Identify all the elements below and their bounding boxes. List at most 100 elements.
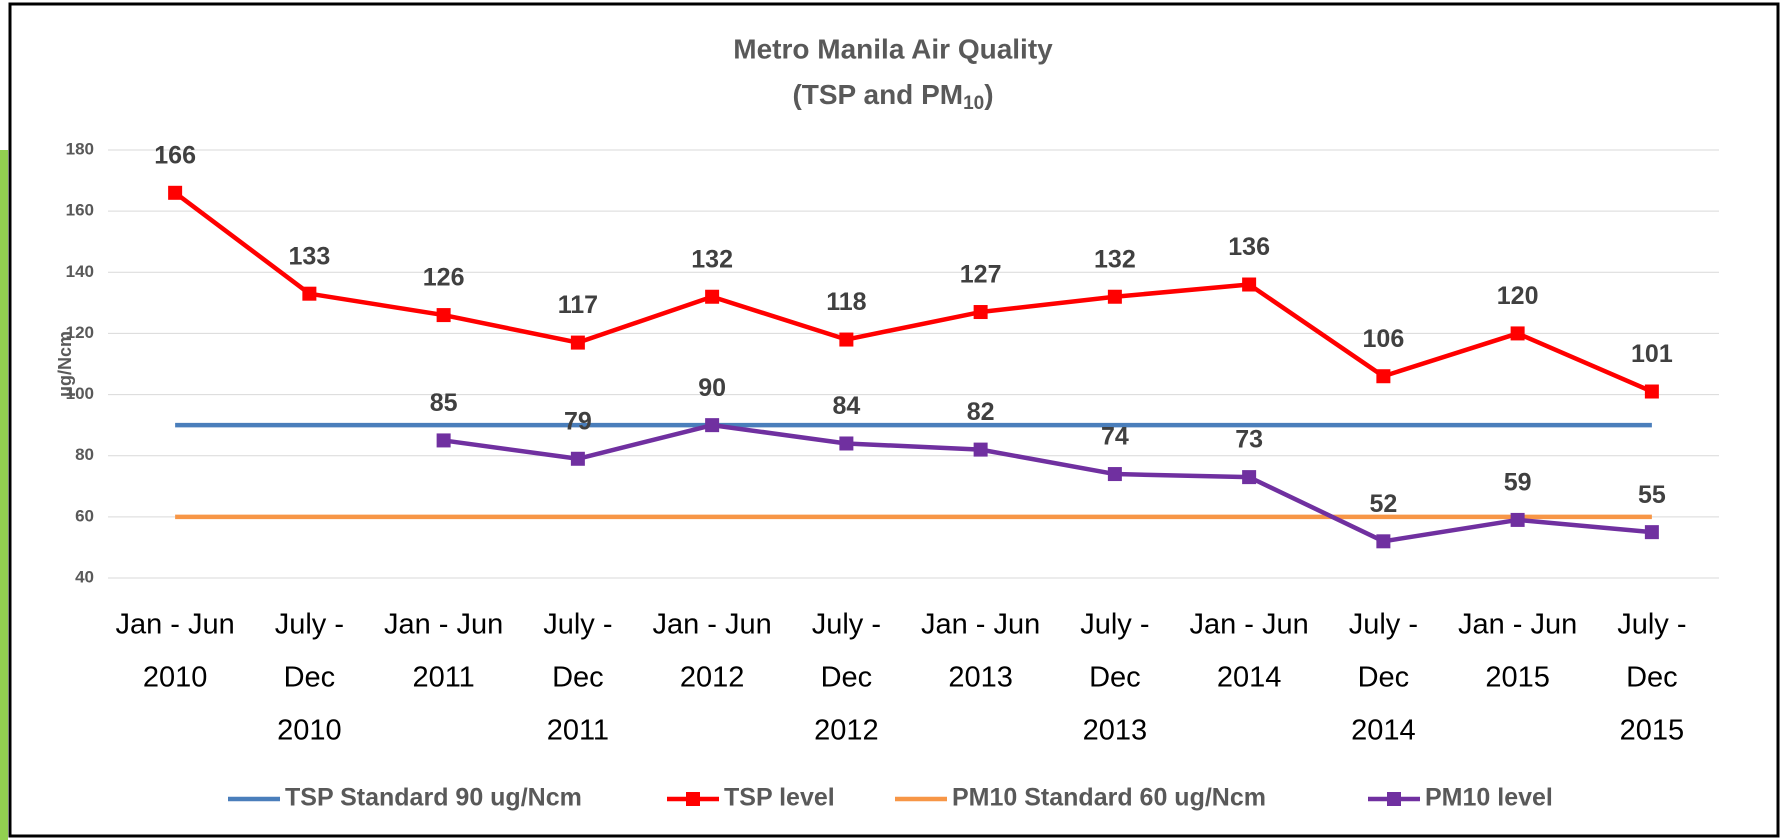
data-label: 132 [1094,245,1136,273]
series-line [443,422,1653,544]
x-tick-label: July - [1080,609,1149,641]
x-tick-label: Dec [552,662,604,694]
point-marker [1376,534,1391,549]
data-label: 101 [1631,340,1673,368]
x-tick-label: 2015 [1485,662,1550,694]
legend-label: PM10 Standard 60 ug/Ncm [952,784,1266,812]
chart-subtitle: (TSP and PM10) [792,79,993,114]
x-tick-label: Dec [821,662,873,694]
y-tick-label: 180 [66,139,94,158]
point-marker [1644,525,1659,540]
x-tick-label: 2011 [547,715,609,747]
x-tick-label: Jan - Jun [1458,609,1577,641]
legend-marker [686,792,700,806]
x-tick-label: July - [812,609,881,641]
point-marker [839,436,854,451]
data-label: 79 [564,407,592,435]
point-marker [705,289,720,304]
x-tick-label: Dec [1358,662,1410,694]
data-label: 90 [698,374,726,402]
x-tick-label: 2011 [412,662,474,694]
y-tick-label: 120 [66,323,94,342]
data-label: 55 [1638,481,1666,509]
x-tick-label: Jan - Jun [1189,609,1308,641]
y-tick-label: 160 [66,201,94,220]
x-tick-label: July - [1617,609,1686,641]
x-tick-label: 2014 [1217,662,1282,694]
x-tick-label: 2013 [948,662,1013,694]
data-label: 73 [1235,426,1263,454]
y-tick-label: 100 [66,384,94,403]
y-tick-label: 140 [66,262,94,281]
chart-title: Metro Manila Air Quality [733,33,1053,64]
data-label: 59 [1504,469,1532,497]
point-marker [302,286,317,301]
data-label: 84 [832,392,860,420]
point-marker [973,442,988,457]
point-marker [1242,470,1257,485]
point-marker [168,185,183,200]
data-label: 118 [826,288,866,316]
point-marker [570,451,585,466]
x-tick-label: Jan - Jun [115,609,234,641]
x-tick-label: Jan - Jun [652,609,771,641]
subtitle-part: ) [984,79,993,110]
x-tick-label: Jan - Jun [921,609,1040,641]
data-label: 85 [430,389,458,417]
subtitle-subscript: 10 [963,93,984,114]
data-label: 117 [558,291,598,319]
x-tick-label: 2012 [680,662,745,694]
data-label: 126 [423,264,465,292]
x-tick-label: Dec [1626,662,1678,694]
data-label: 120 [1497,282,1539,310]
point-marker [436,308,451,323]
x-tick-label: 2012 [814,715,879,747]
x-tick-label: July - [1349,609,1418,641]
data-label: 74 [1101,423,1129,451]
point-marker [436,433,451,448]
legend-label: TSP Standard 90 ug/Ncm [285,784,582,812]
point-marker [570,335,585,350]
point-marker [839,332,854,347]
x-tick-label: July - [543,609,612,641]
point-marker [705,418,720,433]
y-tick-label: 80 [75,445,94,464]
legend-marker [1387,792,1401,806]
point-marker [1510,326,1525,341]
chart-frame [8,2,1780,838]
series-line [173,191,1653,394]
y-tick-label: 60 [75,506,94,525]
y-tick-label: 40 [75,567,94,586]
point-marker [1376,369,1391,384]
x-tick-label: 2014 [1351,715,1416,747]
x-tick-label: 2013 [1083,715,1148,747]
point-marker [1644,384,1659,399]
legend-label: PM10 level [1425,784,1553,812]
data-label: 127 [960,261,1002,289]
x-tick-label: July - [275,609,344,641]
x-tick-label: 2010 [277,715,342,747]
data-label: 106 [1363,325,1405,353]
data-label: 133 [289,242,331,270]
point-marker [1510,512,1525,527]
data-label: 132 [691,245,733,273]
data-label: 82 [967,398,995,426]
side-strip [0,150,8,840]
legend-label: TSP level [724,784,835,812]
data-label: 166 [154,141,196,169]
x-tick-label: 2010 [143,662,208,694]
point-marker [1107,289,1122,304]
x-tick-label: 2015 [1620,715,1685,747]
point-marker [973,305,988,320]
point-marker [1107,467,1122,482]
point-marker [1242,277,1257,292]
subtitle-part: (TSP and PM [792,79,963,110]
x-tick-label: Jan - Jun [384,609,503,641]
data-label: 52 [1369,490,1397,518]
x-tick-label: Dec [284,662,336,694]
data-label: 136 [1228,233,1270,261]
y-axis-label: μg/Ncm [55,331,75,397]
x-tick-label: Dec [1089,662,1141,694]
